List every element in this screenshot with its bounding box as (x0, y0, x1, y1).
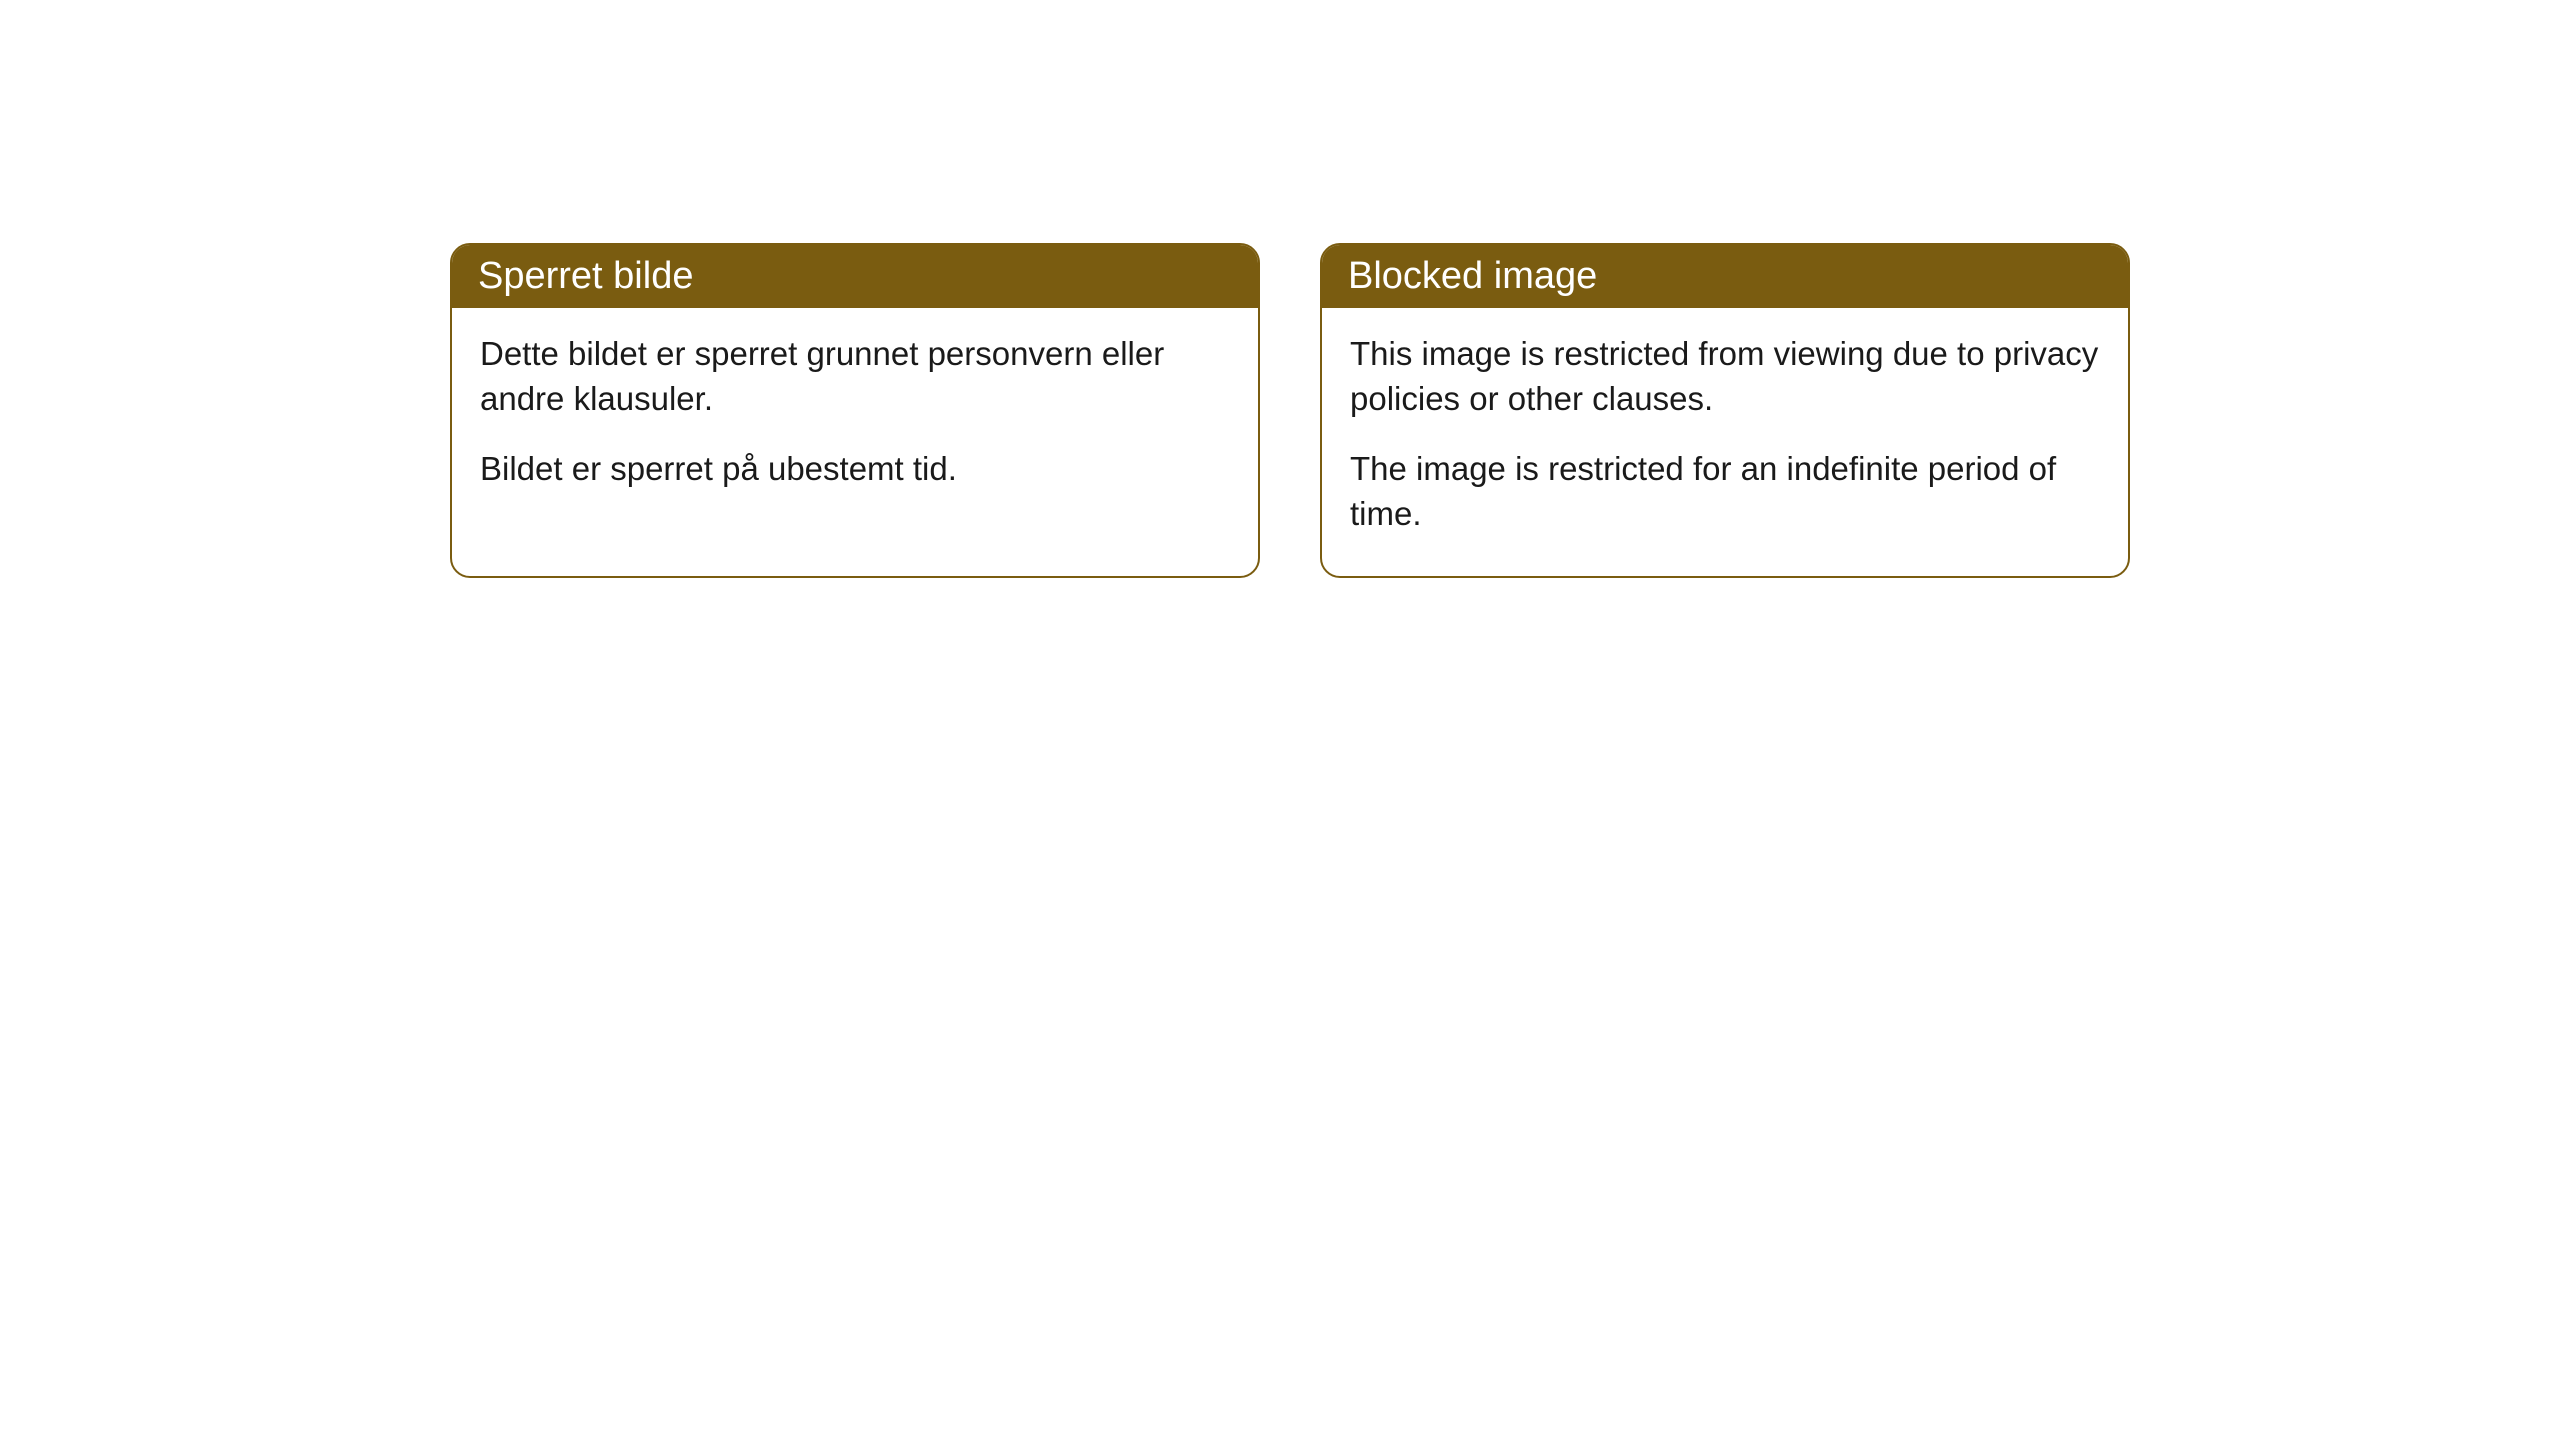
card-paragraph: Dette bildet er sperret grunnet personve… (480, 332, 1230, 421)
notice-card-norwegian: Sperret bilde Dette bildet er sperret gr… (450, 243, 1260, 578)
card-paragraph: This image is restricted from viewing du… (1350, 332, 2100, 421)
card-paragraph: Bildet er sperret på ubestemt tid. (480, 447, 1230, 492)
card-paragraph: The image is restricted for an indefinit… (1350, 447, 2100, 536)
card-body: Dette bildet er sperret grunnet personve… (452, 308, 1258, 532)
card-body: This image is restricted from viewing du… (1322, 308, 2128, 576)
card-header: Blocked image (1322, 245, 2128, 308)
card-header: Sperret bilde (452, 245, 1258, 308)
notice-card-english: Blocked image This image is restricted f… (1320, 243, 2130, 578)
notice-card-container: Sperret bilde Dette bildet er sperret gr… (450, 243, 2130, 578)
